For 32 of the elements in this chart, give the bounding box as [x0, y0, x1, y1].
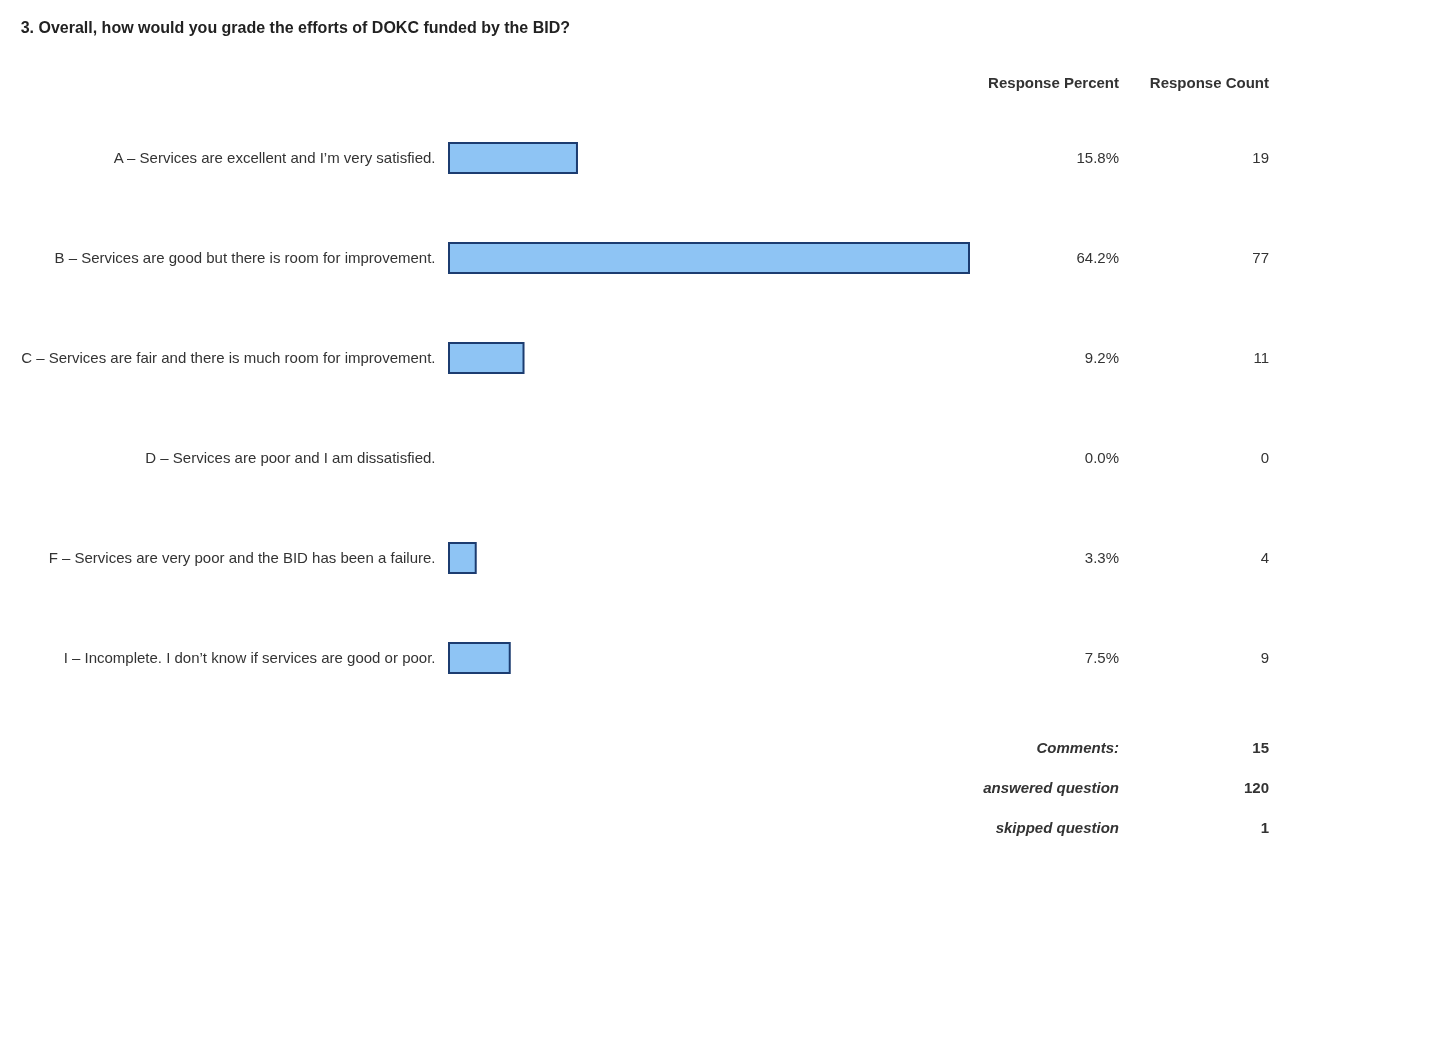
data-label: 0.0%	[1084, 449, 1119, 466]
data-label: 3.3%	[1084, 549, 1119, 566]
data-label: 7.5%	[1084, 649, 1119, 666]
text: 15	[1252, 739, 1269, 756]
text: Response Count	[1149, 74, 1269, 91]
bar	[448, 142, 578, 174]
text: 19	[1252, 149, 1269, 166]
text: answered question	[983, 779, 1119, 796]
y-tick-label: A – Services are excellent and I’m very satisfied.	[113, 149, 436, 166]
bar	[448, 342, 525, 374]
text: 120	[1243, 779, 1269, 796]
text: 0	[1260, 449, 1269, 466]
text: 1	[1260, 819, 1269, 836]
text: 4	[1260, 549, 1269, 566]
text: 3. Overall, how would you grade the efforts of DOKC funded by the BID?	[20, 19, 571, 36]
bar	[448, 542, 477, 574]
data-label: 9.2%	[1084, 349, 1119, 366]
text: 9	[1260, 649, 1269, 666]
bar	[448, 242, 970, 274]
y-tick-label: B – Services are good but there is room for improvement.	[54, 249, 436, 266]
text: Comments:	[1036, 739, 1119, 756]
text: skipped question	[995, 819, 1119, 836]
text: 11	[1253, 349, 1269, 366]
y-tick-label: I – Incomplete. I don’t know if services are good or poor.	[63, 649, 436, 666]
text: Response Percent	[988, 74, 1119, 91]
data-label: 15.8%	[1076, 149, 1119, 166]
y-tick-label: C – Services are fair and there is much room for improvement.	[21, 349, 436, 366]
y-tick-label: D – Services are poor and I am dissatisfied.	[145, 449, 436, 466]
data-label: 64.2%	[1076, 249, 1119, 266]
text: 77	[1252, 249, 1269, 266]
bar	[448, 642, 511, 674]
y-tick-label: F – Services are very poor and the BID has been a failure.	[48, 549, 436, 566]
